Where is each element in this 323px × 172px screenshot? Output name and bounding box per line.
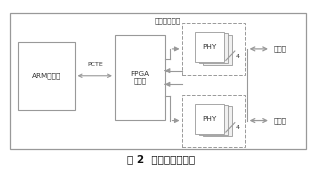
- Bar: [199, 105, 228, 135]
- Bar: [18, 42, 75, 110]
- Text: 图 2  软件设计示意图: 图 2 软件设计示意图: [128, 154, 195, 164]
- Bar: [195, 32, 224, 62]
- Bar: [115, 35, 165, 120]
- Bar: [203, 35, 232, 64]
- Bar: [182, 23, 245, 75]
- Bar: [203, 106, 232, 136]
- Text: PHY: PHY: [203, 44, 217, 50]
- Text: ARM核心板: ARM核心板: [32, 72, 61, 79]
- Bar: [182, 95, 245, 147]
- Bar: [10, 13, 306, 149]
- Text: 电网口: 电网口: [274, 46, 287, 52]
- Text: PCTE: PCTE: [87, 62, 103, 67]
- Bar: [195, 104, 224, 134]
- Text: 4: 4: [236, 125, 240, 130]
- Text: FPGA
核心板: FPGA 核心板: [130, 71, 149, 84]
- Text: 光网口: 光网口: [274, 117, 287, 124]
- Text: 冗余装置底板: 冗余装置底板: [155, 17, 181, 24]
- Text: 4: 4: [236, 54, 240, 59]
- Text: PHY: PHY: [203, 116, 217, 122]
- Bar: [199, 34, 228, 63]
